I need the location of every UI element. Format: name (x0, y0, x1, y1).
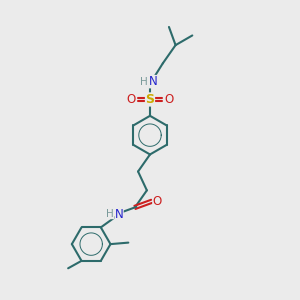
Text: O: O (164, 93, 174, 106)
Text: H: H (140, 76, 147, 87)
Text: N: N (148, 75, 157, 88)
Text: O: O (152, 195, 162, 208)
Text: O: O (126, 93, 136, 106)
Text: N: N (115, 208, 124, 220)
Text: S: S (146, 93, 154, 106)
Text: H: H (106, 209, 114, 219)
